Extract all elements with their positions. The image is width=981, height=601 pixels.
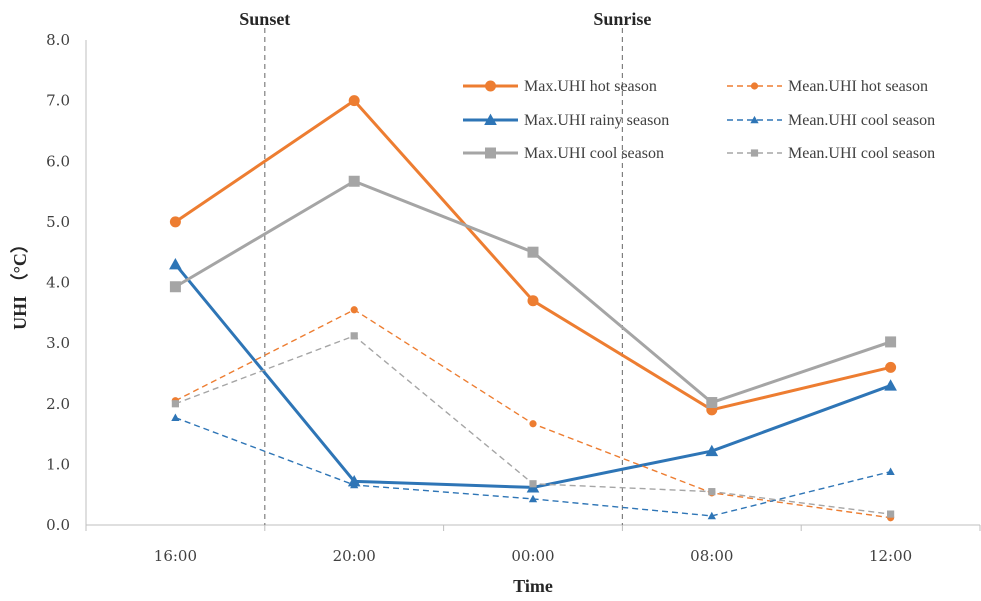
y-tick-label: 6.0 [46,152,70,170]
y-axis-title: UHI （°C） [10,235,30,330]
legend-label: Max.UHI cool season [524,145,664,162]
legend-marker [750,115,759,124]
y-tick-label: 4.0 [46,274,70,292]
data-point [171,413,180,422]
data-point [885,361,897,373]
series-group [171,413,895,520]
legend: Max.UHI hot season Max.UHI rainy season Ma… [463,78,935,162]
x-tick-label: 20:00 [333,547,376,565]
data-point [887,510,895,518]
annotation-label: Sunrise [593,9,651,29]
data-point [527,295,539,307]
y-tick-label: 0.0 [46,516,70,534]
data-point [169,216,181,228]
legend-marker [484,113,497,126]
legend-marker [750,82,759,90]
annotations: Sunset Sunrise [239,9,651,525]
data-point [169,257,182,270]
series-group [171,332,895,518]
series-line [174,179,892,405]
data-point [528,494,538,503]
y-tick-label: 1.0 [46,455,70,473]
legend-item: Mean.UHI cool season [727,112,935,129]
legend-marker [485,80,496,92]
data-point [885,336,897,348]
x-tick-label: 12:00 [869,547,912,565]
legend-label: Max.UHI hot season [524,78,657,95]
axes [85,40,980,526]
data-point [171,400,179,408]
data-point [350,306,358,314]
x-tick-labels: 16:00 20:00 00:00 08:00 12:00 [85,525,981,565]
legend-label: Mean.UHI cool season [788,145,935,162]
data-point [529,480,537,488]
data-point [708,488,716,496]
y-tick-label: 5.0 [46,213,70,231]
legend-label: Max.UHI rainy season [524,112,669,129]
data-point [169,281,181,293]
data-point [348,175,360,187]
data-point [706,397,718,409]
y-tick-labels: 0.0 1.0 2.0 3.0 4.0 5.0 6.0 7.0 8.0 [46,31,70,534]
legend-item: Max.UHI cool season [463,145,664,162]
x-axis-title: Time [513,576,553,596]
data-point [347,475,361,487]
series-group [169,95,897,416]
y-tick-label: 2.0 [46,395,70,413]
data-point [350,480,359,489]
x-tick-label: 00:00 [511,547,554,565]
data-point [527,246,539,258]
y-tick-label: 7.0 [46,92,70,110]
legend-marker [750,149,759,157]
legend-item: Mean.UHI cool season [727,145,935,162]
legend-item: Max.UHI rainy season [463,112,669,129]
annotation-label: Sunset [239,9,290,29]
legend-marker [485,147,496,159]
legend-item: Max.UHI hot season [463,78,657,95]
x-tick-label: 16:00 [154,547,197,565]
series-lines [169,95,897,522]
series-group [169,175,897,409]
data-point [348,95,360,107]
legend-item: Mean.UHI hot season [727,78,928,95]
y-tick-label: 8.0 [46,31,70,49]
legend-label: Mean.UHI hot season [788,78,928,95]
legend-label: Mean.UHI cool season [788,112,935,129]
data-point [707,511,716,520]
data-point [350,332,358,340]
data-point [529,420,537,428]
series-group [169,257,897,493]
y-tick-label: 3.0 [46,334,70,352]
x-tick-label: 08:00 [690,547,733,565]
data-point [705,444,719,457]
data-point [884,379,897,391]
data-point [886,467,895,475]
